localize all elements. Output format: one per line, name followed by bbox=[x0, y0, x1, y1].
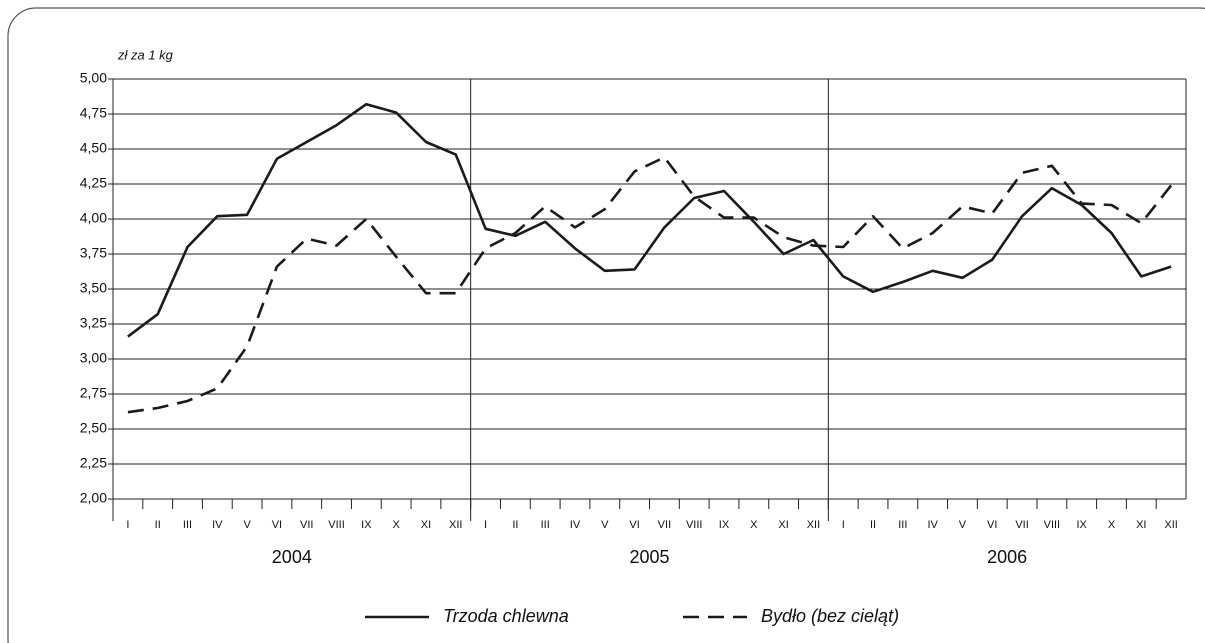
x-tick-label: XII bbox=[449, 519, 462, 531]
x-tick-label: V bbox=[243, 519, 251, 531]
x-tick-label: XI bbox=[778, 519, 788, 531]
y-tick-label: 4,25 bbox=[80, 175, 107, 191]
x-tick-label: I bbox=[842, 519, 845, 531]
y-tick-label: 3,00 bbox=[80, 350, 107, 366]
x-tick-label: XI bbox=[1136, 519, 1146, 531]
x-tick-label: VI bbox=[272, 519, 282, 531]
y-tick-label: 3,50 bbox=[80, 280, 107, 296]
x-tick-label: V bbox=[959, 519, 967, 531]
year-label: 2004 bbox=[272, 547, 312, 567]
x-tick-label: XII bbox=[807, 519, 820, 531]
x-tick-label: IV bbox=[570, 519, 581, 531]
y-tick-label: 4,75 bbox=[80, 105, 107, 121]
x-tick-label: IV bbox=[212, 519, 223, 531]
x-tick-label: II bbox=[512, 519, 518, 531]
frame bbox=[7, 7, 1205, 643]
x-tick-label: VII bbox=[658, 519, 671, 531]
x-tick-label: III bbox=[183, 519, 192, 531]
legend-label: Bydło (bez cieląt) bbox=[761, 606, 899, 626]
legend-label: Trzoda chlewna bbox=[443, 606, 569, 626]
x-tick-label: VI bbox=[987, 519, 997, 531]
x-tick-label: I bbox=[126, 519, 129, 531]
y-tick-label: 2,00 bbox=[80, 490, 107, 506]
x-tick-label: X bbox=[750, 519, 758, 531]
x-tick-label: IX bbox=[719, 519, 730, 531]
x-tick-label: VIII bbox=[686, 519, 703, 531]
x-tick-label: VII bbox=[300, 519, 313, 531]
y-axis-label: zł za 1 kg bbox=[117, 47, 174, 62]
x-tick-label: VI bbox=[629, 519, 639, 531]
x-tick-label: II bbox=[870, 519, 876, 531]
x-tick-label: X bbox=[392, 519, 400, 531]
y-tick-label: 2,75 bbox=[80, 385, 107, 401]
series-line bbox=[127, 102, 1172, 338]
x-tick-label: XI bbox=[421, 519, 431, 531]
x-tick-label: IV bbox=[927, 519, 938, 531]
x-tick-label: II bbox=[155, 519, 161, 531]
x-tick-label: III bbox=[898, 519, 907, 531]
x-tick-label: X bbox=[1108, 519, 1116, 531]
y-tick-label: 3,25 bbox=[80, 315, 107, 331]
y-tick-label: 4,00 bbox=[80, 210, 107, 226]
x-tick-label: XII bbox=[1164, 519, 1177, 531]
x-tick-label: V bbox=[601, 519, 609, 531]
y-tick-label: 5,00 bbox=[80, 70, 107, 86]
x-tick-label: VIII bbox=[1044, 519, 1061, 531]
y-tick-label: 3,75 bbox=[80, 245, 107, 261]
x-tick-label: VII bbox=[1015, 519, 1028, 531]
x-tick-label: I bbox=[484, 519, 487, 531]
y-tick-label: 2,50 bbox=[80, 420, 107, 436]
x-tick-label: III bbox=[541, 519, 550, 531]
x-tick-label: IX bbox=[361, 519, 372, 531]
year-label: 2005 bbox=[629, 547, 669, 567]
y-tick-label: 2,25 bbox=[80, 455, 107, 471]
series-line bbox=[127, 156, 1173, 414]
year-label: 2006 bbox=[987, 547, 1027, 567]
x-tick-label: IX bbox=[1076, 519, 1087, 531]
x-tick-label: VIII bbox=[328, 519, 345, 531]
y-tick-label: 4,50 bbox=[80, 140, 107, 156]
